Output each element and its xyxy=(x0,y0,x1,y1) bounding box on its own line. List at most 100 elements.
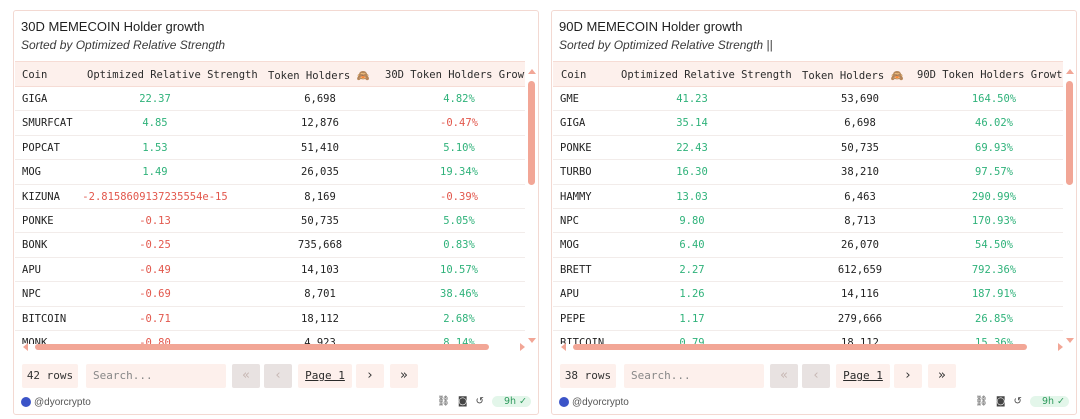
cell-coin: GIGA xyxy=(22,93,48,105)
table-row[interactable]: PEPE 1.17 279,666 26.85% xyxy=(553,307,1063,331)
col-header-strength[interactable]: Optimized Relative Strength xyxy=(87,69,258,81)
cell-growth: 26.85% xyxy=(975,312,1013,325)
table-row[interactable]: MONK -0.80 4,923 8.14% xyxy=(15,331,525,344)
cell-holders: 735,668 xyxy=(297,239,343,252)
table-row[interactable]: BITCOIN 0.79 18,112 15.36% xyxy=(553,331,1063,344)
cell-strength: -0.80 xyxy=(139,336,171,344)
scroll-up-icon[interactable] xyxy=(1066,69,1074,74)
camera-icon[interactable]: ◙ xyxy=(995,396,1006,407)
table-row[interactable]: MOG 6.40 26,070 54.50% xyxy=(553,233,1063,258)
footer-tools: ⛓ ◙ ↺ 9h ✓ xyxy=(967,396,1069,407)
table-row[interactable]: BITCOIN -0.71 18,112 2.68% xyxy=(15,307,525,331)
cell-growth: 46.02% xyxy=(975,117,1013,130)
scroll-left-icon[interactable] xyxy=(23,343,28,351)
camera-icon[interactable]: ◙ xyxy=(457,396,468,407)
data-table: Coin Optimized Relative Strength Token H… xyxy=(15,61,525,344)
refresh-icon[interactable]: ↺ xyxy=(475,396,484,407)
cell-strength: 16.30 xyxy=(676,166,708,179)
scroll-thumb[interactable] xyxy=(528,81,535,185)
table-row[interactable]: GIGA 22.37 6,698 4.82% xyxy=(15,87,525,112)
col-header-coin[interactable]: Coin xyxy=(22,69,48,81)
horizontal-scrollbar[interactable] xyxy=(15,341,525,353)
horizontal-scrollbar[interactable] xyxy=(553,341,1063,353)
table-row[interactable]: GME 41.23 53,690 164.50% xyxy=(553,87,1063,112)
cell-coin: BONK xyxy=(22,239,48,252)
cell-growth: 4.82% xyxy=(443,93,475,105)
table-row[interactable]: POPCAT 1.53 51,410 5.10% xyxy=(15,136,525,161)
vertical-scrollbar[interactable] xyxy=(1063,61,1076,344)
scroll-right-icon[interactable] xyxy=(520,343,525,351)
refresh-icon[interactable]: ↺ xyxy=(1013,396,1022,407)
prev-page-button[interactable]: ‹ xyxy=(802,364,830,388)
cell-strength: -0.25 xyxy=(139,239,171,252)
table-header: Coin Optimized Relative Strength Token H… xyxy=(553,61,1063,87)
first-page-button[interactable]: « xyxy=(232,364,260,388)
cell-holders: 18,112 xyxy=(301,312,339,325)
table-row[interactable]: NPC -0.69 8,701 38.46% xyxy=(15,282,525,307)
table-row[interactable]: SMURFCAT 4.85 12,876 -0.47% xyxy=(15,111,525,136)
prev-page-button[interactable]: ‹ xyxy=(264,364,292,388)
author[interactable]: @dyorcrypto xyxy=(559,397,629,408)
table-row[interactable]: MOG 1.49 26,035 19.34% xyxy=(15,160,525,185)
cell-growth: 5.10% xyxy=(443,141,475,154)
col-header-coin[interactable]: Coin xyxy=(561,69,587,81)
next-page-button[interactable]: › xyxy=(356,364,384,388)
scroll-up-icon[interactable] xyxy=(528,69,536,74)
table-row[interactable]: PONKE -0.13 50,735 5.05% xyxy=(15,209,525,234)
cell-growth: 19.34% xyxy=(440,166,478,179)
table-row[interactable]: GIGA 35.14 6,698 46.02% xyxy=(553,111,1063,136)
cell-strength: 1.17 xyxy=(679,312,705,325)
page-indicator[interactable]: Page 1 xyxy=(836,364,890,388)
link-icon[interactable]: ⛓ xyxy=(437,396,450,407)
cell-holders: 50,735 xyxy=(841,141,879,154)
search-input[interactable]: Search... xyxy=(624,364,764,388)
last-page-button[interactable]: » xyxy=(390,364,418,388)
col-header-strength[interactable]: Optimized Relative Strength xyxy=(621,69,792,81)
author[interactable]: @dyorcrypto xyxy=(21,397,91,408)
cell-coin: PEPE xyxy=(560,312,586,325)
cell-coin: PONKE xyxy=(22,214,54,227)
cell-growth: 0.83% xyxy=(443,239,475,252)
next-page-button[interactable]: › xyxy=(894,364,922,388)
page-indicator[interactable]: Page 1 xyxy=(298,364,352,388)
col-header-holders[interactable]: Token Holders 🙈 xyxy=(802,70,904,82)
first-page-button[interactable]: « xyxy=(770,364,798,388)
link-icon[interactable]: ⛓ xyxy=(975,396,988,407)
vertical-scrollbar[interactable] xyxy=(525,61,538,344)
scroll-left-icon[interactable] xyxy=(561,343,566,351)
table-row[interactable]: BONK -0.25 735,668 0.83% xyxy=(15,233,525,258)
cell-holders: 38,210 xyxy=(841,166,879,179)
cell-growth: 38.46% xyxy=(440,288,478,301)
scroll-right-icon[interactable] xyxy=(1058,343,1063,351)
cell-strength: 22.43 xyxy=(676,141,708,154)
scroll-down-icon[interactable] xyxy=(1066,338,1074,343)
age-badge: 9h ✓ xyxy=(1029,396,1069,407)
table-row[interactable]: HAMMY 13.03 6,463 290.99% xyxy=(553,185,1063,209)
table-row[interactable]: KIZUNA -2.8158609137235554e-15 8,169 -0.39% xyxy=(15,185,525,209)
scroll-thumb[interactable] xyxy=(573,344,1027,350)
cell-coin: BITCOIN xyxy=(22,312,67,325)
table-row[interactable]: NPC 9.80 8,713 170.93% xyxy=(553,209,1063,234)
cell-coin: HAMMY xyxy=(560,190,592,203)
col-header-growth[interactable]: 30D Token Holders Growt xyxy=(385,69,525,81)
col-header-growth[interactable]: 90D Token Holders Growth xyxy=(917,69,1063,81)
table-row[interactable]: TURBO 16.30 38,210 97.57% xyxy=(553,160,1063,185)
cell-holders: 50,735 xyxy=(301,214,339,227)
table-row[interactable]: PONKE 22.43 50,735 69.93% xyxy=(553,136,1063,161)
cell-coin: NPC xyxy=(22,288,41,301)
table-row[interactable]: APU 1.26 14,116 187.91% xyxy=(553,282,1063,307)
cell-growth: -0.47% xyxy=(440,117,478,130)
table-header: Coin Optimized Relative Strength Token H… xyxy=(15,61,525,87)
cell-growth: 97.57% xyxy=(975,166,1013,179)
scroll-thumb[interactable] xyxy=(35,344,489,350)
cell-strength: -0.13 xyxy=(139,214,171,227)
scroll-down-icon[interactable] xyxy=(528,338,536,343)
table-row[interactable]: BRETT 2.27 612,659 792.36% xyxy=(553,258,1063,283)
table-row[interactable]: APU -0.49 14,103 10.57% xyxy=(15,258,525,283)
cell-coin: PONKE xyxy=(560,141,592,154)
cell-growth: 15.36% xyxy=(975,336,1013,344)
scroll-thumb[interactable] xyxy=(1066,81,1073,185)
search-input[interactable]: Search... xyxy=(86,364,226,388)
col-header-holders[interactable]: Token Holders 🙈 xyxy=(268,70,370,82)
last-page-button[interactable]: » xyxy=(928,364,956,388)
